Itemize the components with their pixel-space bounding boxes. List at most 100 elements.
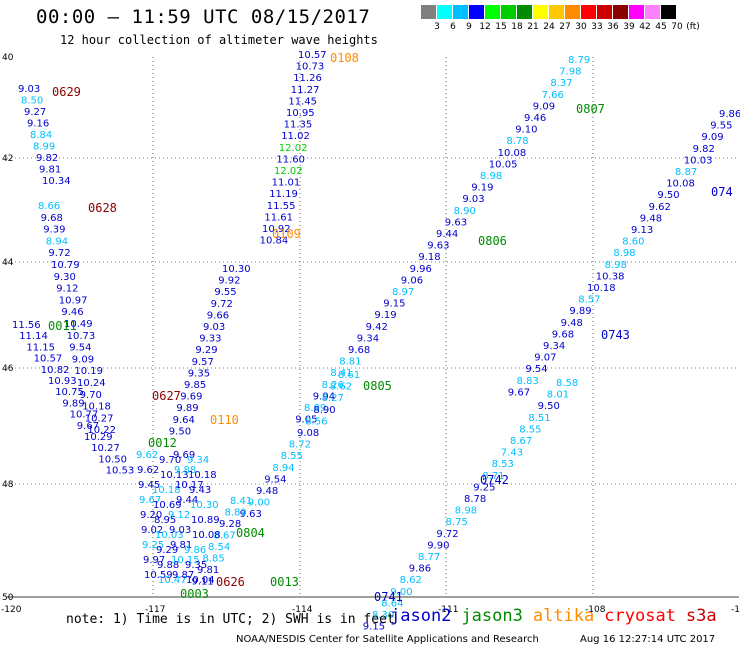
wave-height-value: 9.09 xyxy=(701,132,723,143)
wave-height-value: 10.59 xyxy=(144,570,173,581)
wave-height-value: 9.57 xyxy=(192,357,214,368)
wave-height-value: 9.68 xyxy=(552,329,574,340)
color-scale-label: 12 xyxy=(479,22,491,32)
wave-height-value: 9.70 xyxy=(80,390,102,401)
color-swatch xyxy=(581,5,597,19)
wave-height-value: 9.54 xyxy=(69,343,91,354)
wave-height-value: 8.98 xyxy=(613,248,635,259)
color-scale-label: 70 xyxy=(671,22,683,32)
wave-height-value: 10.79 xyxy=(51,260,80,271)
wave-height-value: 8.90 xyxy=(454,206,476,217)
color-scale-label: 3 xyxy=(434,22,440,32)
wave-height-value: 9.62 xyxy=(137,465,159,476)
lat-tick-label: 40 xyxy=(2,53,14,63)
wave-height-value: 9.45 xyxy=(138,480,160,491)
wave-height-value: 10.89 xyxy=(191,515,220,526)
wave-height-value: 10.13 xyxy=(160,470,189,481)
wave-height-value: 10.27 xyxy=(91,443,120,454)
wave-height-value: 8.83 xyxy=(517,376,539,387)
wave-height-value: 10.08 xyxy=(666,179,695,190)
wave-height-value: 8.98 xyxy=(455,506,477,517)
satellite-legend-entry: jason2 xyxy=(390,606,452,626)
wave-height-value: 9.15 xyxy=(363,622,385,633)
color-swatch xyxy=(565,5,581,19)
color-scale-swatches xyxy=(421,5,740,19)
pass-label: 0110 xyxy=(210,413,239,427)
wave-height-value: 8.85 xyxy=(203,554,225,565)
wave-height-value: 10.38 xyxy=(596,271,625,282)
wave-height-value: 8.58 xyxy=(556,378,578,389)
wave-height-value: 9.19 xyxy=(471,183,493,194)
color-swatch xyxy=(421,5,437,19)
wave-height-value: 9.63 xyxy=(427,241,449,252)
wave-height-value: 9.35 xyxy=(185,560,207,571)
wave-height-value: 10.04 xyxy=(186,575,215,586)
wave-height-value: 8.27 xyxy=(322,393,344,404)
wave-height-value: 11.15 xyxy=(26,342,55,353)
wave-height-value: 8.77 xyxy=(418,552,440,563)
wave-height-value: 11.14 xyxy=(19,331,48,342)
wave-height-value: 9.43 xyxy=(189,485,211,496)
lat-tick-label: 46 xyxy=(2,364,14,374)
pass-label: 0743 xyxy=(601,328,630,342)
wave-height-value: 8.72 xyxy=(289,440,311,451)
wave-height-value: 10.84 xyxy=(260,236,289,247)
color-scale-label: (ft) xyxy=(686,22,700,32)
page-subtitle: 12 hour collection of altimeter wave hei… xyxy=(60,33,378,47)
wave-height-value: 9.92 xyxy=(218,276,240,287)
footnote: note: 1) Time is in UTC; 2) SWH is in fe… xyxy=(66,612,395,627)
wave-height-value: 9.05 xyxy=(295,415,317,426)
color-scale-label: 39 xyxy=(623,22,635,32)
wave-height-value: 8.66 xyxy=(38,201,60,212)
wave-height-value: 9.68 xyxy=(348,345,370,356)
satellite-legend-entry: cryosat xyxy=(604,606,676,626)
pass-label: 0003 xyxy=(180,587,209,601)
wave-height-value: 10.95 xyxy=(286,108,315,119)
pass-label: 0629 xyxy=(52,85,81,99)
wave-height-value: 9.29 xyxy=(156,545,178,556)
wave-height-value: 10.18 xyxy=(82,402,111,413)
wave-height-value: 9.72 xyxy=(211,299,233,310)
wave-height-value: 9.97 xyxy=(143,555,165,566)
wave-height-value: 10.30 xyxy=(190,500,219,511)
wave-height-value: 10.17 xyxy=(175,480,204,491)
wave-height-value: 9.86 xyxy=(184,545,206,556)
wave-height-value: 9.12 xyxy=(168,510,190,521)
wave-height-value: 9.70 xyxy=(159,455,181,466)
wave-height-value: 7.66 xyxy=(542,90,564,101)
pass-label: 0804 xyxy=(236,526,265,540)
color-swatch xyxy=(597,5,613,19)
wave-height-value: 9.55 xyxy=(710,121,732,132)
wave-height-value: 9.69 xyxy=(173,450,195,461)
lon-tick-label: -117 xyxy=(145,605,165,615)
wave-height-value: 9.90 xyxy=(427,540,449,551)
wave-height-value: 10.93 xyxy=(48,376,77,387)
wave-height-value: 9.67 xyxy=(77,421,99,432)
wave-height-value: 9.46 xyxy=(61,307,83,318)
color-swatch xyxy=(469,5,485,19)
wave-height-value: 8.57 xyxy=(578,295,600,306)
lat-tick-label: 44 xyxy=(2,258,14,268)
wave-height-value: 8.84 xyxy=(30,130,52,141)
wave-height-value: 11.27 xyxy=(291,85,320,96)
wave-height-value: 9.94 xyxy=(313,391,335,402)
wave-height-value: 7.98 xyxy=(559,67,581,78)
color-swatch xyxy=(629,5,645,19)
wave-height-value: 9.50 xyxy=(538,401,560,412)
wave-height-value: 9.15 xyxy=(383,299,405,310)
pass-label: 0013 xyxy=(270,575,299,589)
wave-height-value: 9.18 xyxy=(418,252,440,263)
wave-height-value: 10.30 xyxy=(222,264,251,275)
wave-height-value: 8.50 xyxy=(21,96,43,107)
wave-height-value: 8.55 xyxy=(519,424,541,435)
wave-height-value: 9.50 xyxy=(169,426,191,437)
wave-height-value: 9.50 xyxy=(657,190,679,201)
wave-height-value: 9.02 xyxy=(141,525,163,536)
wave-height-value: 10.05 xyxy=(489,159,518,170)
wave-height-value: 9.54 xyxy=(525,364,547,375)
pass-0743: 9.869.559.099.8210.038.8710.089.509.629.… xyxy=(508,109,740,398)
wave-height-value: 10.73 xyxy=(296,62,325,73)
wave-height-value: 10.49 xyxy=(64,319,93,330)
color-swatch xyxy=(485,5,501,19)
